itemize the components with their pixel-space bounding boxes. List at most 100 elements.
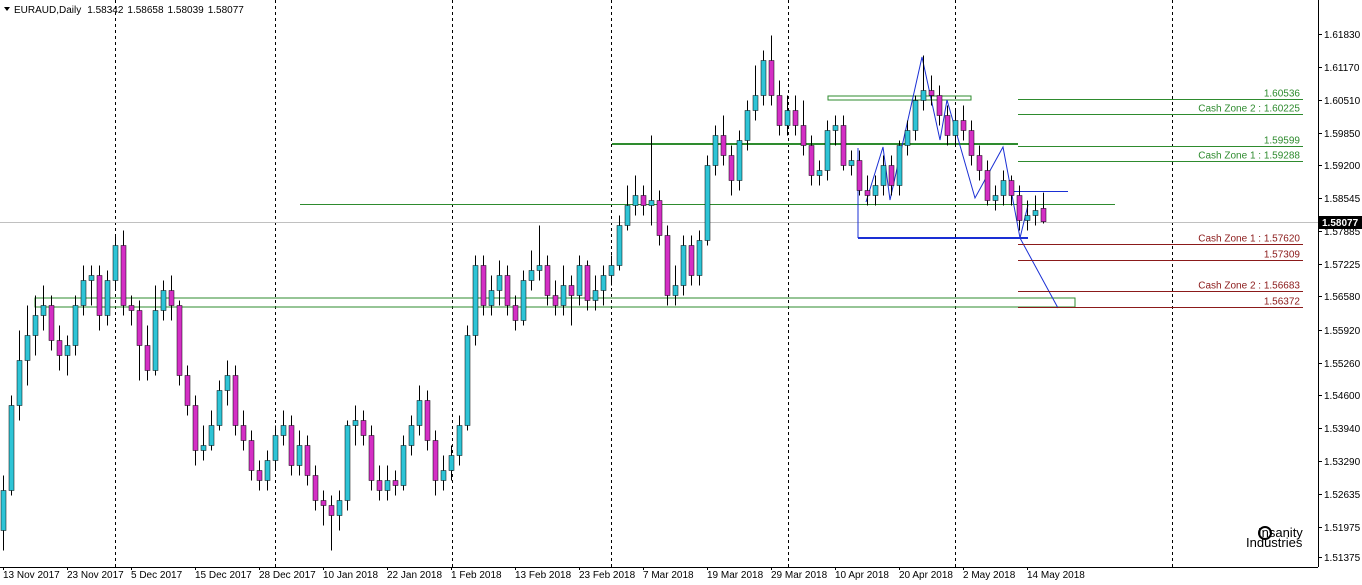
candle-body bbox=[992, 195, 999, 201]
candle-body bbox=[608, 265, 615, 276]
candle-body bbox=[104, 280, 111, 316]
watermark-line: Insanity bbox=[1258, 525, 1303, 540]
candle-body bbox=[656, 200, 663, 236]
candle-body bbox=[752, 95, 759, 111]
candle-body bbox=[496, 275, 503, 291]
candle-body bbox=[0, 490, 7, 531]
x-tick-label: 20 Apr 2018 bbox=[899, 570, 953, 581]
level-label: Cash Zone 1 : 1.57620 bbox=[1198, 234, 1300, 245]
level-label: 1.56372 bbox=[1264, 297, 1301, 308]
y-tick-label: 1.59200 bbox=[1324, 161, 1361, 172]
y-tick-label: 1.56580 bbox=[1324, 292, 1361, 303]
candle-body bbox=[248, 440, 255, 471]
candle-body bbox=[280, 425, 287, 436]
candle-body bbox=[576, 265, 583, 296]
candle-body bbox=[792, 110, 799, 126]
level-label: 1.60536 bbox=[1264, 89, 1301, 100]
candle-body bbox=[592, 290, 599, 301]
candle-body bbox=[880, 165, 887, 186]
candle-body bbox=[536, 265, 543, 271]
candle-body bbox=[952, 120, 959, 136]
candle-body bbox=[824, 130, 831, 171]
candle-body bbox=[304, 445, 311, 476]
candle-body bbox=[320, 500, 327, 506]
chart-title: EURAUD,Daily bbox=[14, 5, 81, 16]
candle-body bbox=[1040, 208, 1047, 222]
menu-triangle[interactable] bbox=[4, 7, 10, 11]
candle-body bbox=[672, 285, 679, 296]
candle-body bbox=[152, 310, 159, 371]
candle-body bbox=[80, 280, 87, 306]
candle-body bbox=[544, 265, 551, 296]
candle-body bbox=[512, 305, 519, 321]
candle-body bbox=[1032, 210, 1039, 216]
candle-body bbox=[376, 480, 383, 491]
candle-body bbox=[888, 165, 895, 186]
candle-body bbox=[1016, 195, 1023, 221]
candle-body bbox=[1024, 215, 1031, 221]
candle-body bbox=[264, 460, 271, 481]
candle-body bbox=[936, 95, 943, 116]
candle-body bbox=[288, 425, 295, 466]
candle-body bbox=[16, 360, 23, 406]
candle-body bbox=[472, 265, 479, 336]
candle-body bbox=[56, 340, 63, 356]
candle-body bbox=[744, 110, 751, 141]
y-tick-label: 1.58545 bbox=[1324, 194, 1361, 205]
candle-body bbox=[488, 290, 495, 306]
candle-body bbox=[872, 185, 879, 196]
candle-body bbox=[8, 405, 15, 491]
candle-body bbox=[768, 60, 775, 96]
resistance-zone bbox=[827, 95, 972, 101]
candle-body bbox=[312, 475, 319, 501]
x-tick-label: 1 Feb 2018 bbox=[451, 570, 502, 581]
chart-header: EURAUD,Daily 1.58342 1.58658 1.58039 1.58077 bbox=[14, 5, 244, 16]
pattern-leg bbox=[1019, 204, 1029, 239]
candle-body bbox=[976, 155, 983, 171]
candle-body bbox=[48, 305, 55, 341]
candle-body bbox=[408, 425, 415, 446]
x-tick-label: 22 Jan 2018 bbox=[387, 570, 442, 581]
candle-body bbox=[944, 115, 951, 136]
candle-body bbox=[960, 120, 967, 131]
x-tick-label: 14 May 2018 bbox=[1027, 570, 1085, 581]
candle-body bbox=[256, 470, 263, 481]
candle-body bbox=[448, 455, 455, 471]
low-price: 1.58039 bbox=[168, 5, 205, 16]
close-price: 1.58077 bbox=[208, 5, 245, 16]
candle-body bbox=[24, 335, 31, 361]
watermark-line: Industries bbox=[1246, 535, 1303, 550]
y-tick-label: 1.53290 bbox=[1324, 457, 1361, 468]
x-tick-label: 10 Jan 2018 bbox=[323, 570, 378, 581]
candle-body bbox=[240, 425, 247, 441]
candle-body bbox=[912, 100, 919, 131]
y-tick-label: 1.54600 bbox=[1324, 391, 1361, 402]
x-tick-label: 19 Mar 2018 bbox=[707, 570, 764, 581]
candle-body bbox=[112, 245, 119, 281]
x-tick-label: 13 Nov 2017 bbox=[3, 570, 60, 581]
candle-body bbox=[856, 160, 863, 191]
candle-body bbox=[456, 425, 463, 456]
time-axis: 13 Nov 2017 23 Nov 2017 5 Dec 2017 15 Dec 2… bbox=[3, 567, 1085, 581]
x-tick-label: 7 Mar 2018 bbox=[643, 570, 694, 581]
candle-body bbox=[736, 140, 743, 181]
candle-body bbox=[832, 125, 839, 131]
candle-body bbox=[72, 305, 79, 346]
candle-body bbox=[432, 440, 439, 481]
candle-body bbox=[144, 345, 151, 371]
candle-body bbox=[352, 420, 359, 426]
candle-body bbox=[720, 135, 727, 156]
candle-body bbox=[440, 470, 447, 481]
y-tick-label: 1.59850 bbox=[1324, 129, 1361, 140]
candle-body bbox=[896, 145, 903, 186]
candle-body bbox=[520, 280, 527, 321]
candle-body bbox=[184, 375, 191, 406]
candle-body bbox=[680, 245, 687, 286]
candle-body bbox=[904, 130, 911, 146]
y-tick-label: 1.61170 bbox=[1324, 63, 1360, 74]
candle-body bbox=[784, 110, 791, 126]
candle-body bbox=[776, 95, 783, 126]
candle-body bbox=[928, 90, 935, 96]
